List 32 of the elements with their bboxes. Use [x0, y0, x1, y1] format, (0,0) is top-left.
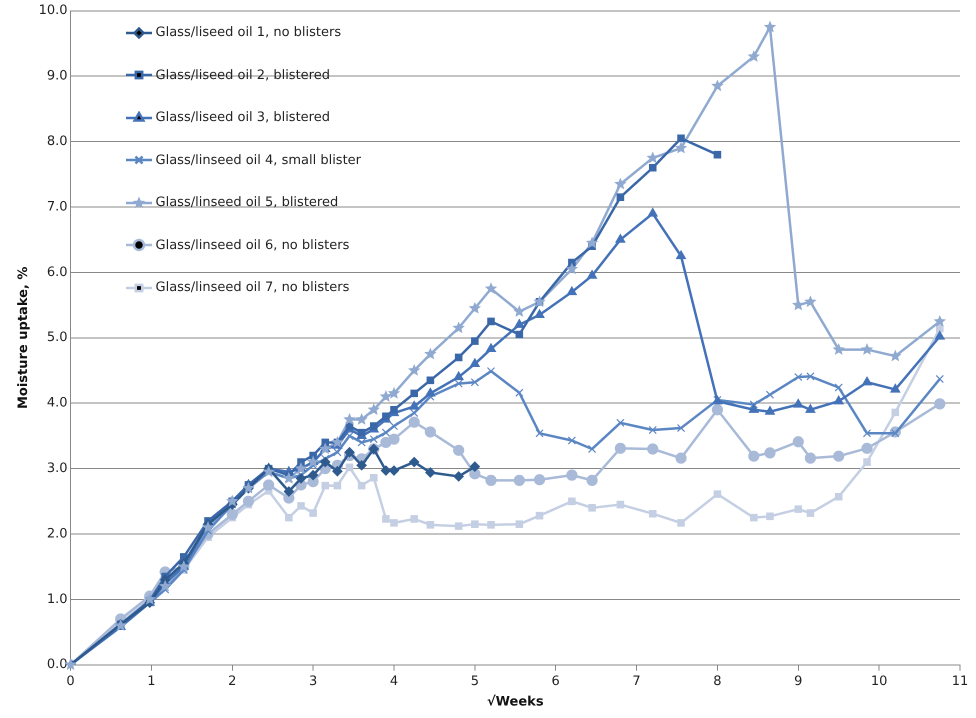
- x-tick-label: 4: [390, 674, 398, 689]
- x-tick-label: 9: [794, 674, 802, 689]
- legend-label: Glass/linseed oil 4, small blister: [156, 152, 362, 168]
- x-tick-label: 8: [713, 674, 722, 689]
- x-tick-label: 11: [952, 674, 968, 689]
- x-tick-label: 6: [552, 674, 560, 689]
- x-axis-title: √Weeks: [486, 694, 544, 710]
- y-tick-label: 2.0: [46, 526, 68, 542]
- x-tick-label: 3: [308, 674, 318, 689]
- x-tick-label: 1: [147, 674, 156, 689]
- x-tick-label: 7: [632, 674, 641, 689]
- y-tick-label: 7.0: [46, 199, 68, 214]
- y-tick-label: 10.0: [38, 3, 68, 18]
- y-tick-label: 3.0: [46, 460, 68, 476]
- y-tick-label: 9.0: [46, 68, 68, 84]
- legend-label: Glass/liseed oil 2, blistered: [156, 68, 330, 83]
- x-tick-label: 5: [470, 674, 479, 689]
- legend-label: Glass/liseed oil 3, blistered: [156, 110, 330, 126]
- legend-label: Glass/liseed oil 1, no blisters: [156, 25, 342, 40]
- y-tick-label: 5.0: [46, 330, 68, 346]
- y-tick-label: 0.0: [46, 657, 68, 672]
- legend-label: Glass/linseed oil 7, no blisters: [156, 280, 350, 296]
- x-tick-label: 0: [66, 674, 75, 689]
- y-tick-label: 4.0: [46, 396, 68, 411]
- legend-label: Glass/linseed oil 6, no blisters: [156, 238, 350, 253]
- y-tick-label: 6.0: [46, 264, 68, 280]
- y-tick-label: 8.0: [46, 134, 68, 149]
- y-axis-title: Moisture uptake, %: [16, 266, 32, 410]
- x-tick-label: 2: [228, 674, 236, 689]
- y-tick-label: 1.0: [46, 592, 68, 607]
- x-tick-label: 10: [870, 674, 888, 689]
- legend-label: Glass/linseed oil 5, blistered: [156, 195, 338, 210]
